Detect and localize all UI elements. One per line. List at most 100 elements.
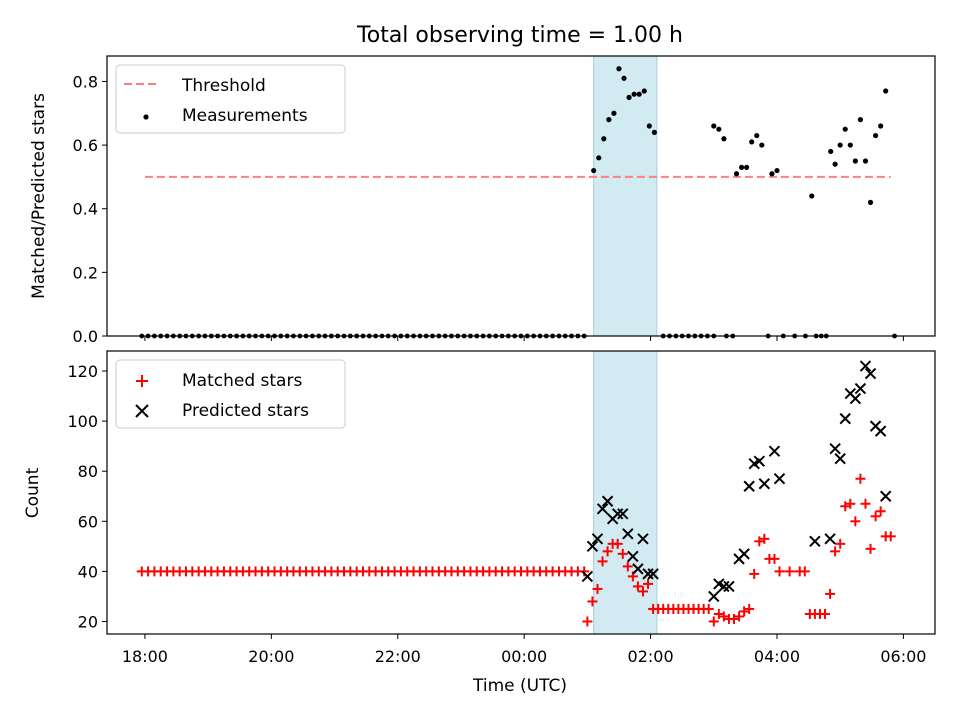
matched-star-marker: [612, 538, 623, 549]
measurement-point: [646, 123, 652, 129]
predicted-star-marker: [829, 442, 841, 455]
predicted-star-marker: [723, 580, 735, 593]
marker-stroke: [864, 367, 877, 380]
predicted-star-marker: [708, 590, 720, 603]
matched-star-marker: [840, 501, 851, 512]
legend-box: [115, 359, 346, 429]
x-tick-label: 22:00: [375, 647, 421, 666]
legend-box: [115, 64, 346, 134]
matched-star-marker: [718, 611, 729, 622]
matched-star-marker: [754, 536, 765, 547]
marker-stroke: [839, 412, 851, 425]
legend-measurement-swatch: [143, 114, 149, 120]
marker-stroke: [622, 528, 634, 540]
matched-star-marker: [592, 583, 603, 594]
marker-stroke: [642, 568, 654, 580]
legend-label: Threshold: [181, 76, 266, 96]
x-tick-label: 02:00: [628, 647, 674, 666]
marker-stroke: [879, 490, 892, 502]
matched-star-marker: [860, 498, 871, 509]
matched-star-marker: [708, 616, 719, 627]
matched-star-marker: [643, 578, 654, 589]
y-tick-label: 80: [78, 462, 98, 481]
measurement-point: [878, 123, 884, 129]
chart-title: Total observing time = 1.00 h: [356, 23, 683, 48]
marker-stroke: [718, 580, 730, 593]
predicted-star-marker: [753, 455, 765, 467]
bottom-y-axis-label: Count: [23, 467, 43, 518]
matched-star-marker: [799, 566, 810, 577]
predicted-star-marker: [632, 563, 644, 575]
measurement-point: [606, 117, 612, 123]
measurement-point: [837, 142, 843, 148]
measurement-point: [872, 132, 879, 139]
predicted-star-marker: [718, 580, 730, 593]
matched-star-marker: [784, 566, 795, 577]
marker-stroke: [637, 533, 649, 545]
predicted-star-marker: [834, 452, 846, 465]
predicted-star-marker: [647, 568, 659, 580]
matched-star-marker: [579, 566, 590, 577]
marker-stroke: [591, 533, 604, 545]
measurement-point: [596, 155, 602, 161]
matched-star-marker: [632, 581, 643, 592]
predicted-star-marker: [611, 508, 624, 520]
top-panel-ratio: 0.0 0.2 0.4 0.6 0.8 Threshold Measurements: [73, 55, 936, 346]
predicted-star-marker: [617, 508, 629, 520]
measurement-point: [744, 164, 750, 170]
matched-star-marker: [739, 606, 750, 617]
matched-star-marker: [587, 596, 598, 607]
marker-stroke: [773, 473, 786, 485]
matched-star-marker: [582, 616, 593, 627]
measurement-point: [711, 123, 717, 129]
matched-star-marker: [850, 516, 861, 527]
marker-stroke: [723, 580, 735, 593]
marker-stroke: [824, 533, 836, 545]
marker-stroke: [829, 442, 841, 455]
predicted-star-marker: [773, 473, 786, 485]
measurement-point: [738, 164, 745, 170]
predicted-star-marker: [586, 540, 599, 553]
matched-star-marker: [825, 588, 836, 599]
bottom-panel-counts: 20 40 60 80 100 120 18:00 20:00 22:00 00:00 02:00 0…: [67, 350, 936, 666]
marker-stroke: [859, 360, 872, 372]
measurement-point: [809, 193, 815, 199]
marker-stroke: [844, 387, 857, 400]
marker-stroke: [581, 570, 594, 583]
legend: Matched stars Predicted stars: [115, 359, 346, 429]
predicted-star-marker: [849, 392, 862, 405]
predicted-star-marker: [874, 425, 887, 437]
marker-stroke: [632, 563, 644, 575]
measurement-point: [621, 75, 627, 81]
predicted-star-marker: [854, 382, 867, 395]
predicted-star-marker: [879, 490, 892, 502]
x-tick-label: 06:00: [880, 647, 926, 666]
legend-predicted-swatch: [135, 404, 149, 418]
measurement-point: [651, 129, 657, 135]
y-tick-label: 0.8: [73, 72, 98, 91]
y-tick-label: 20: [78, 612, 98, 631]
matched-star-marker: [774, 566, 785, 577]
measurement-point: [828, 148, 834, 155]
measurement-point: [626, 94, 632, 100]
marker-stroke: [627, 550, 639, 563]
x-tick-label: 20:00: [248, 647, 294, 666]
top-y-axis-label: Matched/Predicted stars: [29, 93, 49, 299]
matched-star-marker: [855, 473, 866, 484]
measurement-point: [842, 126, 848, 132]
axes-frame: [106, 55, 936, 337]
matched-star-marker: [597, 556, 608, 567]
legend-label: Matched stars: [182, 371, 302, 391]
predicted-star-marker: [591, 533, 604, 545]
matched-star-marker: [830, 546, 841, 557]
marker-stroke: [874, 425, 887, 437]
matched-star-marker: [729, 613, 740, 624]
x-axis-label: Time (UTC): [472, 676, 567, 696]
measurement-point: [883, 88, 889, 94]
measurement-point: [631, 91, 637, 97]
matched-star-marker: [713, 608, 724, 619]
y-tick-label: 100: [67, 412, 98, 431]
matched-star-marker: [835, 538, 846, 549]
matched-star-marker: [749, 568, 760, 579]
